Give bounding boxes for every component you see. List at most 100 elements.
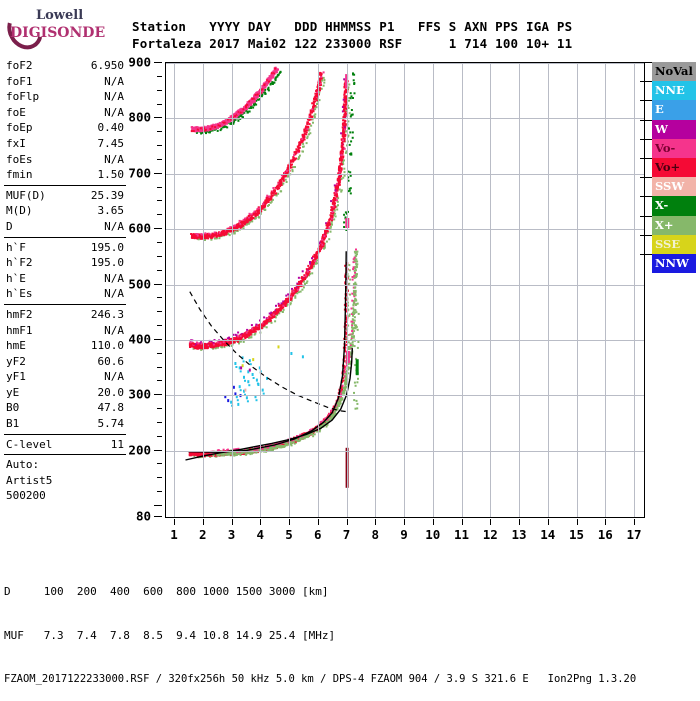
trace-pixel bbox=[353, 326, 356, 329]
param-key: hmF2 bbox=[6, 307, 33, 321]
trace-pixel bbox=[310, 115, 312, 118]
legend-item-sse[interactable]: SSE bbox=[652, 234, 696, 254]
trace-pixel bbox=[242, 116, 244, 119]
trace-pixel bbox=[344, 82, 346, 85]
x-axis-tick-label: 9 bbox=[400, 527, 408, 542]
trace-pixel bbox=[353, 308, 356, 311]
trace-pixel bbox=[258, 325, 261, 328]
polarization-legend[interactable]: NoVal NNE E W Vo- Vo+ SSW X- X+ SSE NNW bbox=[652, 62, 696, 274]
trace-pixel bbox=[263, 82, 266, 85]
trace-pixel bbox=[210, 340, 213, 343]
trace-pixel bbox=[352, 332, 354, 335]
trace-pixel bbox=[315, 90, 318, 92]
legend-item-vo[interactable]: Vo- bbox=[652, 138, 696, 158]
trace-pixel bbox=[355, 262, 358, 265]
legend-item-noval[interactable]: NoVal bbox=[652, 62, 696, 82]
trace-pixel bbox=[204, 126, 207, 129]
param-key: foEs bbox=[6, 152, 33, 166]
trace-pixel bbox=[352, 300, 355, 302]
trace-pixel bbox=[338, 188, 341, 191]
trace-pixel bbox=[243, 108, 246, 111]
trace-pixel bbox=[321, 243, 324, 246]
param-key: B1 bbox=[6, 417, 20, 431]
trace-pixel bbox=[212, 343, 215, 346]
trace-pixel bbox=[200, 237, 202, 240]
trace-pixel bbox=[242, 227, 245, 230]
trace-pixel bbox=[341, 132, 344, 135]
trace-pixel bbox=[237, 119, 240, 122]
trace-pixel bbox=[248, 107, 251, 110]
param-key: D bbox=[6, 219, 13, 233]
param-footer-line: Auto: bbox=[6, 458, 40, 472]
trace-pixel bbox=[310, 111, 313, 114]
trace-pixel bbox=[222, 123, 224, 125]
gridline-vertical bbox=[202, 63, 204, 517]
trace-pixel bbox=[266, 79, 269, 82]
trace-pixel bbox=[356, 263, 359, 266]
trace-pixel bbox=[355, 399, 358, 402]
legend-item-e[interactable]: E bbox=[652, 100, 696, 120]
trace-pixel bbox=[322, 71, 325, 74]
trace-pixel bbox=[319, 424, 322, 427]
noise-pixel bbox=[245, 396, 248, 400]
trace-pixel bbox=[213, 127, 216, 130]
trace-pixel bbox=[280, 182, 283, 185]
gridline-vertical bbox=[289, 63, 290, 517]
trace-pixel bbox=[290, 166, 293, 169]
trace-pixel bbox=[246, 103, 249, 106]
trace-pixel bbox=[220, 342, 223, 345]
trace-pixel bbox=[264, 320, 267, 323]
trace-pixel bbox=[242, 108, 245, 111]
trace-pixel bbox=[192, 347, 195, 350]
trace-pixel bbox=[317, 426, 320, 429]
ionogram-plot[interactable] bbox=[165, 62, 645, 518]
trace-pixel bbox=[351, 113, 354, 116]
trace-pixel bbox=[356, 407, 359, 410]
trace-pixel bbox=[198, 343, 201, 346]
trace-pixel bbox=[281, 311, 284, 313]
x-axis-tick-label: 16 bbox=[597, 527, 613, 542]
trace-pixel bbox=[344, 97, 347, 100]
trace-pixel bbox=[284, 444, 287, 446]
legend-item-x[interactable]: X- bbox=[652, 196, 696, 216]
gridline-vertical bbox=[605, 63, 607, 517]
trace-pixel bbox=[298, 150, 301, 152]
trace-pixel bbox=[193, 343, 196, 346]
trace-pixel bbox=[323, 246, 326, 249]
trace-pixel bbox=[299, 290, 302, 293]
trace-pixel bbox=[342, 150, 344, 153]
trace-pixel bbox=[342, 387, 345, 389]
trace-pixel bbox=[286, 300, 289, 303]
trace-pixel bbox=[291, 292, 294, 295]
trace-pixel bbox=[314, 92, 317, 95]
trace-pixel bbox=[274, 316, 277, 319]
trace-pixel bbox=[213, 451, 216, 454]
trace-pixel bbox=[350, 109, 353, 111]
trace-pixel bbox=[207, 126, 210, 129]
trace-pixel bbox=[346, 140, 349, 143]
legend-item-x[interactable]: X+ bbox=[652, 215, 696, 235]
trace-pixel bbox=[195, 234, 198, 237]
trace-pixel bbox=[276, 184, 279, 187]
trace-pixel bbox=[215, 235, 218, 238]
trace-pixel bbox=[195, 343, 197, 346]
legend-item-w[interactable]: W bbox=[652, 119, 696, 139]
legend-item-nne[interactable]: NNE bbox=[652, 81, 696, 101]
trace-pixel bbox=[277, 192, 280, 195]
trace-pixel bbox=[316, 252, 318, 255]
trace-pixel bbox=[344, 378, 347, 381]
trace-pixel bbox=[311, 265, 314, 268]
trace-pixel bbox=[216, 341, 219, 344]
trace-pixel bbox=[275, 192, 278, 195]
legend-item-nnw[interactable]: NNW bbox=[652, 253, 696, 274]
noise-pixel bbox=[237, 402, 240, 406]
trace-pixel bbox=[191, 235, 194, 238]
legend-item-vo[interactable]: Vo+ bbox=[652, 157, 696, 178]
trace-pixel bbox=[208, 339, 211, 342]
noise-pixel bbox=[235, 366, 238, 368]
trace-pixel bbox=[297, 146, 300, 149]
trace-pixel bbox=[346, 104, 349, 107]
trace-pixel bbox=[348, 143, 351, 146]
legend-item-ssw[interactable]: SSW bbox=[652, 177, 696, 197]
trace-pixel bbox=[345, 332, 348, 335]
